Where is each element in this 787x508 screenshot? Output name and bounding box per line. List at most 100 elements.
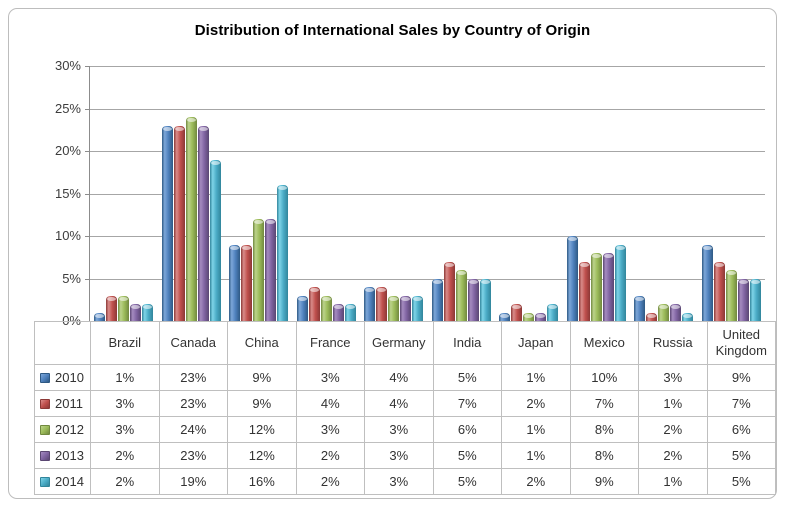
value-cell-2013-china: 12% xyxy=(227,442,297,469)
y-axis-label: 15% xyxy=(54,185,81,201)
y-axis-tick xyxy=(85,193,89,195)
gridline-15pct xyxy=(90,193,765,195)
value-cell-2012-germany: 3% xyxy=(364,416,434,443)
legend-year-label: 2011 xyxy=(55,396,83,411)
bar-2011-canada xyxy=(173,125,185,321)
legend-key-inner: 2013 xyxy=(36,448,90,463)
category-label-france: France xyxy=(295,321,365,365)
bar-group-germany xyxy=(360,66,428,321)
bar-gloss-cap xyxy=(567,237,577,241)
value-cell-2012-brazil: 3% xyxy=(90,416,160,443)
value-cell-2013-russia: 2% xyxy=(638,442,708,469)
bar-gloss-cap xyxy=(198,126,208,131)
value-cell-2012-france: 3% xyxy=(295,416,365,443)
bar-gloss-cap xyxy=(95,313,105,318)
bar-gloss-cap xyxy=(659,305,669,309)
value-cell-2011-russia: 1% xyxy=(638,390,708,417)
bar-2010-japan xyxy=(499,312,511,321)
bar-gloss-cap xyxy=(671,305,681,309)
y-axis-tick xyxy=(85,151,89,152)
bar-gloss-cap xyxy=(131,305,141,309)
legend-key-inner: 2014 xyxy=(36,474,90,489)
bar-2011-japan xyxy=(511,304,523,321)
value-cell-2011-japan: 2% xyxy=(501,390,571,417)
value-cell-2010-mexico: 10% xyxy=(569,364,639,391)
value-cell-2011-india: 7% xyxy=(432,390,502,417)
bar-gloss-cap xyxy=(186,118,196,122)
bar-2013-india xyxy=(467,278,479,321)
value-cell-2012-india: 6% xyxy=(432,416,502,443)
bar-2011-brazil xyxy=(106,295,118,321)
value-cell-2013-france: 2% xyxy=(295,442,365,469)
y-axis-label: 25% xyxy=(54,100,81,116)
bar-2012-germany xyxy=(388,295,400,321)
value-cell-2013-japan: 1% xyxy=(501,442,571,469)
bar-gloss-cap xyxy=(444,262,454,267)
value-cell-2010-brazil: 1% xyxy=(90,364,160,391)
bar-2014-germany xyxy=(412,295,424,321)
bar-2011-france xyxy=(308,287,320,321)
bar-2011-mexico xyxy=(578,261,590,321)
value-cell-2013-united-kingdom: 5% xyxy=(706,442,776,469)
table-row-2010: 2010 1% 23% 9% 3% 4% 5% 1% 10% 3% 9% xyxy=(34,364,776,391)
value-cell-2014-china: 16% xyxy=(227,468,297,495)
bar-gloss-cap xyxy=(500,313,510,318)
bar-group-china xyxy=(225,66,293,321)
value-cell-2014-mexico: 9% xyxy=(569,468,639,495)
table-corner-cell xyxy=(34,321,91,365)
value-cell-2011-mexico: 7% xyxy=(569,390,639,417)
bar-2014-japan xyxy=(547,304,559,321)
value-cell-2014-france: 2% xyxy=(295,468,365,495)
value-cell-2014-brazil: 2% xyxy=(90,468,160,495)
y-axis-label: 5% xyxy=(62,270,81,286)
category-label-russia: Russia xyxy=(638,321,708,365)
bar-gloss-cap xyxy=(254,220,264,224)
legend-key-2014: 2014 xyxy=(34,468,91,495)
legend-year-label: 2010 xyxy=(55,370,84,385)
category-label-brazil: Brazil xyxy=(90,321,160,365)
category-label-india: India xyxy=(432,321,502,365)
bar-gloss-cap xyxy=(512,305,522,309)
bar-2012-india xyxy=(455,270,467,321)
y-axis-label: 10% xyxy=(54,228,81,243)
bar-2014-canada xyxy=(209,159,221,321)
bar-gloss-cap xyxy=(432,279,442,284)
value-cell-2014-germany: 3% xyxy=(364,468,434,495)
gridline-5pct xyxy=(90,278,765,280)
bar-2010-united-kingdom xyxy=(701,244,713,321)
bar-gloss-cap xyxy=(230,245,240,250)
bar-2013-france xyxy=(332,304,344,321)
bar-gloss-cap xyxy=(377,288,387,292)
bar-gloss-cap xyxy=(548,305,558,309)
bar-gloss-cap xyxy=(401,296,411,301)
chart-frame: Distribution of International Sales by C… xyxy=(8,8,777,499)
table-row-2011: 2011 3% 23% 9% 4% 4% 7% 2% 7% 1% 7% xyxy=(34,390,776,417)
table-row-2013: 2013 2% 23% 12% 2% 3% 5% 1% 8% 2% 5% xyxy=(34,442,776,469)
value-cell-2010-china: 9% xyxy=(227,364,297,391)
value-cell-2011-united-kingdom: 7% xyxy=(706,390,776,417)
value-cell-2010-russia: 3% xyxy=(638,364,708,391)
bar-gloss-cap xyxy=(321,296,331,301)
bar-gloss-cap xyxy=(345,305,355,309)
bar-2013-united-kingdom xyxy=(737,278,749,321)
bar-group-mexico xyxy=(563,66,631,321)
bar-gloss-cap xyxy=(413,296,423,301)
value-cell-2011-china: 9% xyxy=(227,390,297,417)
value-cell-2012-canada: 24% xyxy=(158,416,228,443)
category-label-china: China xyxy=(227,321,297,365)
bar-gloss-cap xyxy=(174,126,184,131)
value-cell-2013-canada: 23% xyxy=(158,442,228,469)
value-cell-2011-brazil: 3% xyxy=(90,390,160,417)
bar-group-russia xyxy=(630,66,698,321)
value-cell-2010-canada: 23% xyxy=(158,364,228,391)
legend-swatch-icon xyxy=(40,372,50,383)
y-axis-label: 20% xyxy=(54,143,81,158)
category-label-germany: Germany xyxy=(364,321,434,365)
bar-2010-india xyxy=(431,278,443,321)
bar-2014-russia xyxy=(682,312,694,321)
bar-2012-united-kingdom xyxy=(725,270,737,321)
bar-gloss-cap xyxy=(278,186,288,190)
bar-gloss-cap xyxy=(162,126,172,131)
value-cell-2013-india: 5% xyxy=(432,442,502,469)
value-cell-2010-united-kingdom: 9% xyxy=(706,364,776,391)
